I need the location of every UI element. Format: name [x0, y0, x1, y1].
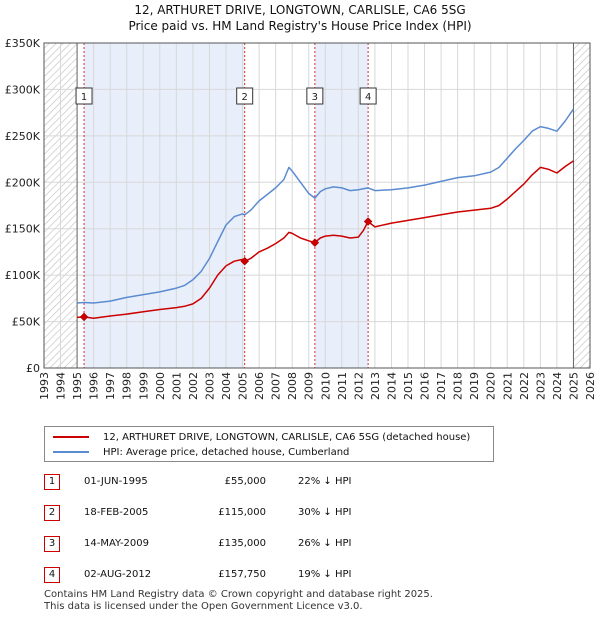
x-tick-label: 2002: [187, 372, 200, 400]
sale-number-badge: 3: [44, 536, 60, 552]
y-tick-label: £150K: [5, 223, 41, 236]
sale-number-badge: 4: [44, 567, 60, 583]
footer-license: This data is licensed under the Open Gov…: [44, 601, 363, 612]
legend-label-price: 12, ARTHURET DRIVE, LONGTOWN, CARLISLE, …: [103, 431, 471, 443]
sale-price: £115,000: [218, 507, 266, 518]
footer-copyright: Contains HM Land Registry data © Crown c…: [44, 589, 433, 600]
plot-frame: [43, 42, 591, 369]
y-tick-label: £250K: [5, 130, 41, 143]
hpi-line: [77, 108, 575, 304]
legend-swatch-hpi: [53, 451, 89, 453]
sale-point-marker: [79, 312, 89, 322]
y-tick-label: £300K: [5, 83, 41, 96]
x-tick-label: 2021: [501, 372, 514, 400]
sale-label-box: [359, 87, 377, 105]
price-chart: 1 2 3 4 £0 £50K £100K £150K £200K £250K £300K £350…: [5, 37, 597, 400]
chart-legend: 12, ARTHURET DRIVE, LONGTOWN, CARLISLE, …: [44, 426, 494, 462]
sale-label-number: 1: [81, 92, 87, 103]
sale-hpi-diff: 22% ↓ HPI: [298, 476, 352, 487]
x-tick-label: 1996: [88, 372, 101, 400]
x-tick-label: 2003: [203, 372, 216, 400]
x-tick-label: 1993: [38, 372, 51, 400]
sale-number-badge: 1: [44, 474, 60, 490]
y-tick-label: £200K: [5, 176, 41, 189]
sale-point-marker: [310, 238, 320, 247]
sale-date: 14-MAY-2009: [84, 538, 150, 549]
x-tick-label: 2026: [584, 372, 597, 400]
sale-label-box: [236, 87, 254, 105]
x-tick-label: 2011: [336, 372, 349, 400]
legend-item-hpi: HPI: Average price, detached house, Cumb…: [53, 445, 349, 459]
sale-number-badge: 2: [44, 505, 60, 521]
hatched-no-data-region: [573, 43, 590, 368]
x-tick-label: 1995: [71, 372, 84, 400]
sale-price: £55,000: [224, 476, 266, 487]
sale-label-number: 2: [242, 92, 248, 103]
sale-hpi-diff: 30% ↓ HPI: [298, 507, 352, 518]
x-tick-label: 2022: [518, 372, 531, 400]
sale-label-box: [75, 87, 93, 105]
x-tick-label: 2024: [551, 372, 564, 400]
y-tick-label: £50K: [12, 316, 41, 329]
x-tick-label: 2009: [303, 372, 316, 400]
sale-label-box: [306, 87, 324, 105]
x-tick-label: 2017: [435, 372, 448, 400]
y-tick-label: £350K: [5, 37, 41, 50]
x-tick-label: 1997: [104, 372, 117, 400]
sale-label-number: 4: [365, 92, 371, 103]
x-tick-label: 2006: [253, 372, 266, 400]
sale-price: £157,750: [218, 569, 266, 580]
legend-swatch-price: [53, 436, 89, 438]
y-tick-label: £0: [26, 362, 40, 375]
sale-label-number: 3: [312, 92, 318, 103]
x-tick-label: 2015: [402, 372, 415, 400]
x-tick-label: 2004: [220, 372, 233, 400]
x-tick-label: 1998: [121, 372, 134, 400]
x-tick-label: 2014: [385, 372, 398, 400]
sale-date: 01-JUN-1995: [84, 476, 148, 487]
sale-date: 18-FEB-2005: [84, 507, 149, 518]
x-tick-label: 2012: [352, 372, 365, 400]
sale-point-marker: [240, 256, 250, 266]
x-tick-label: 2020: [485, 372, 498, 400]
sale-date: 02-AUG-2012: [84, 569, 152, 580]
sale-price: £135,000: [218, 538, 266, 549]
y-tick-label: £100K: [5, 269, 41, 282]
x-tick-label: 2000: [154, 372, 167, 400]
x-tick-label: 1994: [55, 372, 68, 400]
x-tick-label: 2025: [567, 372, 580, 400]
legend-item-price: 12, ARTHURET DRIVE, LONGTOWN, CARLISLE, …: [53, 430, 470, 444]
x-tick-label: 2010: [319, 372, 332, 400]
legend-label-hpi: HPI: Average price, detached house, Cumb…: [103, 446, 350, 458]
x-tick-label: 2018: [452, 372, 465, 400]
shaded-ownership-period: [84, 43, 245, 368]
x-tick-label: 2013: [369, 372, 382, 400]
sale-hpi-diff: 19% ↓ HPI: [298, 569, 352, 580]
x-tick-label: 2001: [170, 372, 183, 400]
x-tick-label: 2007: [270, 372, 283, 400]
x-tick-label: 2019: [468, 372, 481, 400]
x-tick-label: 2016: [419, 372, 432, 400]
sale-hpi-diff: 26% ↓ HPI: [298, 538, 352, 549]
chart-title: 12, ARTHURET DRIVE, LONGTOWN, CARLISLE, …: [134, 3, 466, 17]
x-tick-label: 1999: [137, 372, 150, 400]
x-tick-label: 2008: [286, 372, 299, 400]
sale-point-marker: [363, 217, 373, 226]
x-tick-label: 2005: [237, 372, 250, 400]
x-tick-label: 2023: [534, 372, 547, 400]
chart-subtitle: Price paid vs. HM Land Registry's House …: [128, 19, 472, 33]
